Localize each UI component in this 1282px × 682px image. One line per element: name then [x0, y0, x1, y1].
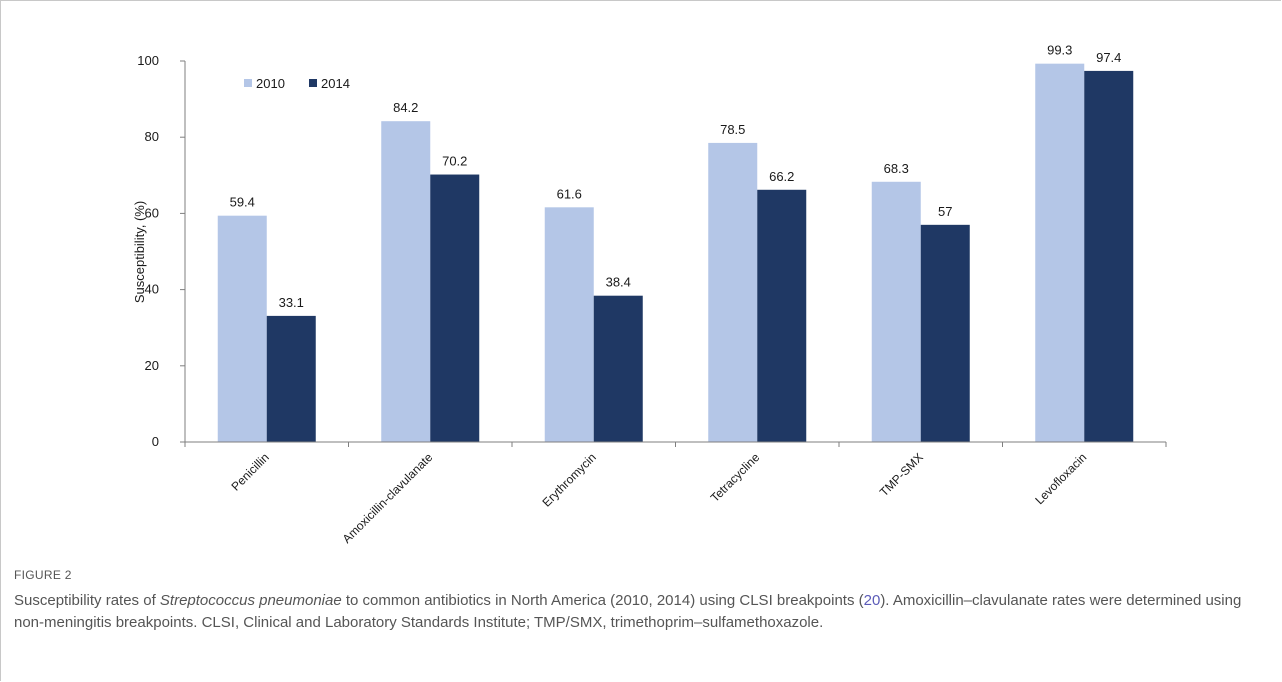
data-label-levofloxacin-2014: 97.4: [1096, 50, 1121, 65]
bar-erythromycin-2014: [593, 295, 643, 442]
data-label-amoxicillin-clavulanate-2010: 84.2: [393, 100, 418, 115]
data-label-erythromycin-2010: 61.6: [557, 186, 582, 201]
bars-layer: [217, 63, 1134, 443]
bar-penicillin-2010: [217, 215, 267, 442]
data-label-tetracycline-2014: 66.2: [769, 169, 794, 184]
caption-reference-link[interactable]: 20: [863, 592, 881, 609]
x-category-label-erythromycin: Erythromycin: [539, 450, 598, 509]
bar-tmp-smx-2010: [871, 181, 921, 443]
y-tick-label: 100: [137, 53, 159, 68]
legend-swatch-2014: [309, 79, 317, 87]
x-category-label-levofloxacin: Levofloxacin: [1032, 450, 1089, 507]
x-category-label-tetracycline: Tetracycline: [708, 450, 763, 505]
data-label-tmp-smx-2014: 57: [938, 204, 952, 219]
legend-label-2014: 2014: [321, 76, 350, 91]
legend: 2010 2014: [244, 76, 350, 91]
bar-levofloxacin-2010: [1035, 63, 1085, 443]
y-tick-label: 0: [152, 434, 159, 449]
y-tick-label: 60: [145, 205, 159, 220]
data-label-penicillin-2014: 33.1: [279, 295, 304, 310]
x-category-label-amoxicillin-clavulanate: Amoxicillin-clavulanate: [340, 450, 436, 546]
bar-chart: 59.4 33.1 84.2 70.2 61.6 38.4 78.5 66.2 68.3 57 99…: [132, 43, 1167, 546]
y-axis: 0 20 40 60 80 100: [137, 53, 186, 449]
data-label-levofloxacin-2010: 99.3: [1047, 43, 1072, 58]
figure-caption: Susceptibility rates of Streptococcus pn…: [14, 590, 1264, 634]
bar-tmp-smx-2014: [920, 224, 970, 442]
y-tick-label: 80: [145, 129, 159, 144]
caption-species: Streptococcus pneumoniae: [159, 592, 342, 609]
caption-text-mid: to common antibiotics in North America (…: [341, 592, 864, 609]
caption-text-end: ). Amoxicillin–clavulanate rates were de…: [14, 592, 1242, 631]
x-category-label-penicillin: Penicillin: [228, 450, 271, 493]
legend-label-2010: 2010: [256, 76, 285, 91]
bar-amoxicillin-clavulanate-2014: [430, 174, 480, 442]
y-axis-title: Susceptibility, (%): [132, 201, 147, 303]
data-label-tmp-smx-2010: 68.3: [884, 161, 909, 176]
legend-swatch-2010: [244, 79, 252, 87]
caption-text-start: Susceptibility rates of: [14, 592, 160, 609]
data-label-penicillin-2010: 59.4: [230, 195, 255, 210]
data-label-amoxicillin-clavulanate-2014: 70.2: [442, 154, 467, 169]
x-category-label-tmp-smx: TMP-SMX: [877, 450, 926, 499]
y-tick-label: 20: [145, 358, 159, 373]
bar-erythromycin-2010: [544, 207, 594, 442]
bar-tetracycline-2014: [757, 189, 807, 442]
y-tick-label: 40: [145, 282, 159, 297]
bar-penicillin-2014: [266, 315, 316, 442]
x-axis: Penicillin Amoxicillin-clavulanate Erythro…: [184, 441, 1167, 546]
data-labels-layer: 59.4 33.1 84.2 70.2 61.6 38.4 78.5 66.2 68.3 57 99…: [230, 43, 1122, 310]
data-label-erythromycin-2014: 38.4: [606, 275, 631, 290]
bar-tetracycline-2010: [708, 142, 758, 443]
bar-amoxicillin-clavulanate-2010: [381, 121, 431, 442]
figure-label: FIGURE 2: [14, 568, 72, 582]
data-label-tetracycline-2010: 78.5: [720, 122, 745, 137]
bar-levofloxacin-2014: [1084, 70, 1134, 442]
